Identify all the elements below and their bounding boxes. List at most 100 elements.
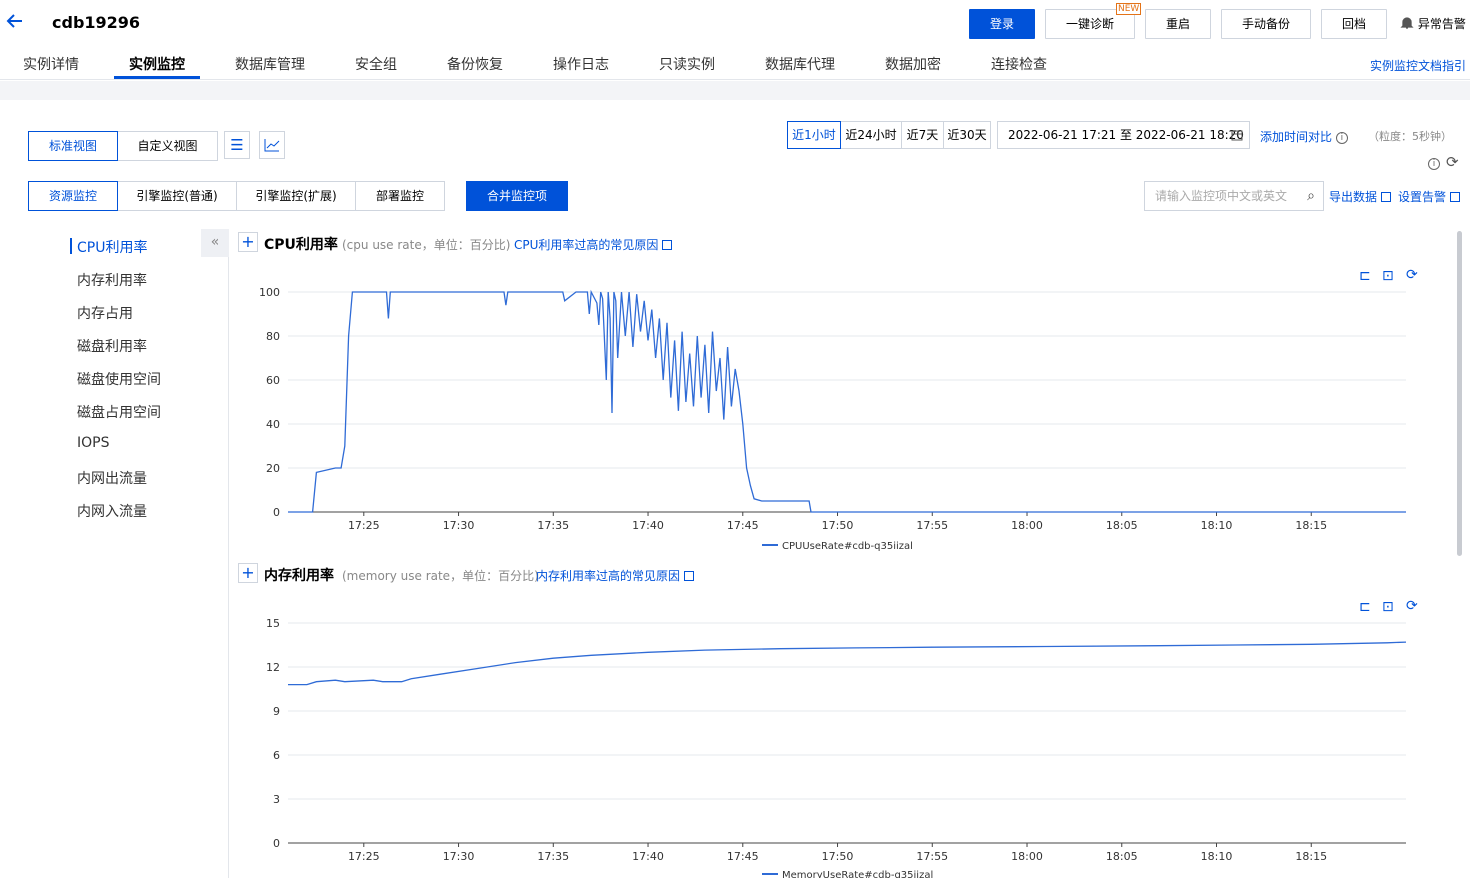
- time-compare-link[interactable]: 添加时间对比 i: [1260, 128, 1348, 145]
- info-icon[interactable]: i: [1428, 156, 1440, 171]
- crop-icon[interactable]: ⊏: [1359, 268, 1371, 284]
- mem-chart-title: 内存利用率: [264, 568, 334, 584]
- external-link-icon: [1450, 192, 1461, 202]
- external-link-icon: [684, 571, 695, 581]
- manual-backup-button[interactable]: 手动备份: [1221, 9, 1311, 39]
- sidebar-item-cpu[interactable]: CPU利用率: [77, 240, 148, 256]
- date-range-picker[interactable]: 2022-06-21 17:21 至 2022-06-21 18:20: [997, 121, 1250, 149]
- mem-x-tick-label: 17:25: [348, 850, 380, 863]
- cpu-y-tick-label: 20: [266, 462, 280, 475]
- mem-reason-link[interactable]: 内存利用率过高的常见原因: [536, 567, 695, 584]
- tab-encryption[interactable]: 数据加密: [885, 57, 941, 73]
- search-icon[interactable]: ⌕: [1307, 188, 1315, 204]
- cpu-y-tick-label: 40: [266, 418, 280, 431]
- active-metric-indicator: [70, 238, 72, 254]
- list-view-icon[interactable]: ☰: [224, 131, 250, 159]
- set-alarm-label: 设置告警: [1398, 190, 1447, 204]
- cpu-reason-link[interactable]: CPU利用率过高的常见原因: [514, 236, 673, 253]
- tab-engine-extended[interactable]: 引擎监控(扩展): [236, 181, 356, 211]
- tab-details[interactable]: 实例详情: [23, 57, 79, 73]
- reset-zoom-icon[interactable]: ⊡: [1382, 268, 1394, 284]
- cpu-chart-title: CPU利用率: [264, 237, 338, 253]
- granularity-label: （粒度：5秒钟）: [1368, 130, 1452, 143]
- mem-y-tick-label: 3: [273, 793, 280, 806]
- restart-button[interactable]: 重启: [1145, 9, 1211, 39]
- mem-reason-label: 内存利用率过高的常见原因: [536, 569, 681, 583]
- sidebar-item-mem-rate[interactable]: 内存利用率: [77, 273, 147, 289]
- refresh-icon[interactable]: ⟳: [1406, 267, 1418, 283]
- chart-view-icon[interactable]: [259, 131, 285, 159]
- date-range-text: 2022-06-21 17:21 至 2022-06-21 18:20: [1008, 128, 1244, 142]
- mem-x-tick-label: 17:30: [443, 850, 475, 863]
- rollback-button[interactable]: 回档: [1321, 9, 1387, 39]
- cpu-y-tick-label: 100: [259, 286, 280, 299]
- mem-x-tick-label: 17:35: [537, 850, 569, 863]
- export-data-link[interactable]: 导出数据: [1329, 188, 1392, 205]
- refresh-icon[interactable]: ⟳: [1446, 153, 1459, 171]
- tab-backup[interactable]: 备份恢复: [447, 57, 503, 73]
- add-mem-chart-icon[interactable]: +: [238, 563, 258, 583]
- export-label: 导出数据: [1329, 190, 1378, 204]
- arrow-left-icon[interactable]: [6, 12, 26, 34]
- preset-24h[interactable]: 近24小时: [840, 121, 902, 149]
- reset-zoom-icon[interactable]: ⊡: [1382, 599, 1394, 615]
- mem-x-tick-label: 17:50: [822, 850, 854, 863]
- preset-30d[interactable]: 近30天: [943, 121, 991, 149]
- custom-view-button[interactable]: 自定义视图: [117, 131, 218, 161]
- tab-proxy[interactable]: 数据库代理: [765, 57, 835, 73]
- tab-security-group[interactable]: 安全组: [355, 57, 397, 73]
- time-compare-label: 添加时间对比: [1260, 130, 1333, 144]
- preset-1h[interactable]: 近1小时: [787, 121, 841, 149]
- sidebar-item-disk-used[interactable]: 磁盘使用空间: [77, 372, 161, 388]
- merge-metrics-button[interactable]: 合并监控项: [466, 181, 568, 211]
- doc-guide-link[interactable]: 实例监控文档指引: [1369, 59, 1466, 73]
- calendar-icon: [1231, 122, 1243, 150]
- bell-icon: [1400, 17, 1414, 29]
- sidebar-item-disk-occupied[interactable]: 磁盘占用空间: [77, 405, 161, 421]
- external-link-icon: [662, 240, 673, 250]
- tab-monitor[interactable]: 实例监控: [129, 57, 185, 73]
- cpu-x-tick-label: 18:05: [1106, 519, 1138, 532]
- refresh-icon[interactable]: ⟳: [1406, 598, 1418, 614]
- instance-tabs: 实例详情 实例监控 数据库管理 安全组 备份恢复 操作日志 只读实例 数据库代理…: [0, 48, 1470, 80]
- metric-sidebar: [0, 229, 229, 878]
- sidebar-item-net-in[interactable]: 内网入流量: [77, 504, 147, 520]
- cpu-reason-label: CPU利用率过高的常见原因: [514, 238, 659, 252]
- sidebar-item-mem-used[interactable]: 内存占用: [77, 306, 133, 322]
- tab-readonly[interactable]: 只读实例: [659, 57, 715, 73]
- cpu-x-tick-label: 17:45: [727, 519, 759, 532]
- tab-resource-monitor[interactable]: 资源监控: [28, 181, 118, 211]
- metric-search-input[interactable]: 请输入监控项中文或英文 ⌕: [1144, 181, 1324, 211]
- add-cpu-chart-icon[interactable]: +: [238, 232, 258, 252]
- cpu-x-tick-label: 18:00: [1011, 519, 1043, 532]
- sidebar-item-net-out[interactable]: 内网出流量: [77, 471, 147, 487]
- standard-view-button[interactable]: 标准视图: [28, 131, 118, 161]
- mem-y-tick-label: 0: [273, 837, 280, 850]
- tab-op-log[interactable]: 操作日志: [553, 57, 609, 73]
- alarm-link[interactable]: 异常告警: [1400, 15, 1466, 32]
- collapse-sidebar-icon[interactable]: «: [201, 229, 229, 257]
- cpu-x-tick-label: 17:30: [443, 519, 475, 532]
- preset-7d[interactable]: 近7天: [901, 121, 944, 149]
- cpu-y-tick-label: 0: [273, 506, 280, 519]
- scrollbar[interactable]: [1457, 231, 1462, 556]
- tab-db-manage[interactable]: 数据库管理: [235, 57, 305, 73]
- mem-x-tick-label: 18:15: [1295, 850, 1327, 863]
- new-badge: NEW: [1116, 3, 1142, 15]
- app-header: cdb19296 登录 一键诊断 NEW 重启 手动备份 回档 异常告警: [0, 0, 1470, 48]
- mem-legend-label: MemoryUseRate#cdb-q35iizal: [782, 870, 933, 878]
- set-alarm-link[interactable]: 设置告警: [1398, 188, 1461, 205]
- page-title: cdb19296: [52, 13, 141, 32]
- cpu-x-tick-label: 18:10: [1201, 519, 1233, 532]
- crop-icon[interactable]: ⊏: [1359, 599, 1371, 615]
- cpu-y-tick-label: 80: [266, 330, 280, 343]
- tab-connection-check[interactable]: 连接检查: [991, 57, 1047, 73]
- login-button[interactable]: 登录: [969, 9, 1035, 39]
- tab-deploy-monitor[interactable]: 部署监控: [355, 181, 445, 211]
- mem-y-tick-label: 12: [266, 661, 280, 674]
- cpu-x-tick-label: 17:25: [348, 519, 380, 532]
- mem-y-tick-label: 9: [273, 705, 280, 718]
- tab-engine-normal[interactable]: 引擎监控(普通): [117, 181, 237, 211]
- sidebar-item-disk-rate[interactable]: 磁盘利用率: [77, 339, 147, 355]
- sidebar-item-iops[interactable]: IOPS: [77, 435, 110, 451]
